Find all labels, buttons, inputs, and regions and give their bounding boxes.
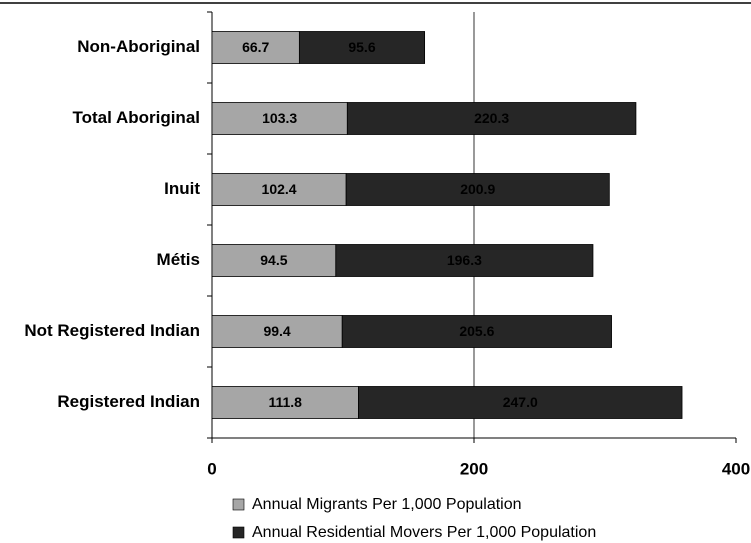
bar-segment	[345, 173, 610, 206]
bar-segment	[211, 102, 348, 135]
x-tick-label: 0	[207, 459, 216, 478]
data-label: 200.9	[460, 181, 495, 197]
category-label: Inuit	[164, 179, 200, 198]
category-label: Métis	[157, 250, 200, 269]
data-label: 103.3	[262, 110, 297, 126]
data-label: 205.6	[459, 323, 494, 339]
category-label: Non-Aboriginal	[77, 37, 200, 56]
category-label: Total Aboriginal	[73, 108, 201, 127]
bar-segment	[211, 244, 337, 277]
data-label: 66.7	[242, 39, 269, 55]
category-label: Registered Indian	[57, 392, 200, 411]
data-label: 94.5	[260, 252, 287, 268]
bar-segment	[341, 315, 612, 348]
bar-segment	[211, 315, 343, 348]
bar-segment	[298, 31, 426, 64]
bar-segment	[358, 386, 683, 419]
x-tick-label: 400	[722, 459, 750, 478]
bar-segment	[346, 102, 637, 135]
data-label: 220.3	[474, 110, 509, 126]
data-label: 196.3	[447, 252, 482, 268]
legend-label: Annual Residential Movers Per 1,000 Popu…	[252, 524, 596, 541]
legend-swatch	[232, 498, 245, 511]
bar-segment	[211, 386, 359, 419]
legend-swatch	[232, 526, 245, 539]
legend-label: Annual Migrants Per 1,000 Population	[252, 496, 522, 513]
data-label: 111.8	[268, 394, 302, 410]
x-tick-label: 200	[460, 459, 488, 478]
category-label: Not Registered Indian	[24, 321, 200, 340]
data-label: 102.4	[262, 181, 297, 197]
data-label: 95.6	[348, 39, 375, 55]
data-label: 247.0	[503, 394, 538, 410]
data-label: 99.4	[263, 323, 290, 339]
bar-segment	[335, 244, 594, 277]
